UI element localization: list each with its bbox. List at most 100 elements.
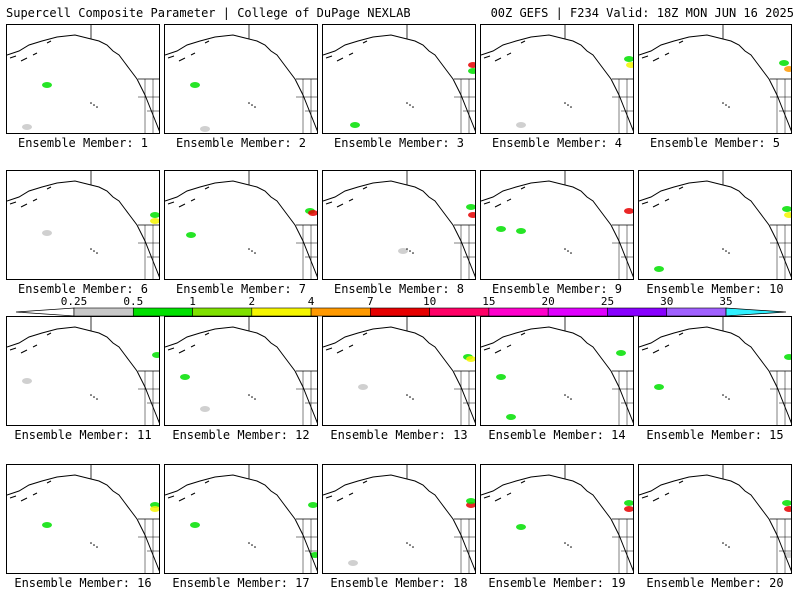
state-lines bbox=[296, 519, 317, 573]
state-lines bbox=[454, 79, 475, 133]
coastline bbox=[7, 326, 159, 424]
hawaii-island-mark bbox=[567, 396, 569, 398]
hawaii-island-mark bbox=[725, 250, 727, 252]
island-chain bbox=[641, 40, 684, 62]
member-map-canvas bbox=[481, 317, 633, 425]
scp-field-area bbox=[398, 248, 408, 254]
member-map-canvas bbox=[7, 465, 159, 573]
hawaii-island-mark bbox=[96, 398, 98, 400]
state-lines bbox=[612, 519, 633, 573]
scp-field-area bbox=[200, 406, 210, 412]
hawaii-island-mark bbox=[409, 104, 411, 106]
island-chain bbox=[167, 480, 210, 502]
scp-field-area bbox=[624, 506, 633, 512]
hawaii-island-mark bbox=[725, 396, 727, 398]
ensemble-member-map bbox=[164, 316, 318, 426]
ensemble-member-label: Ensemble Member: 16 bbox=[14, 576, 152, 590]
state-lines bbox=[138, 519, 159, 573]
hawaii-island-mark bbox=[722, 394, 724, 396]
coastline bbox=[7, 34, 159, 132]
ensemble-member-label: Ensemble Member: 11 bbox=[14, 428, 152, 442]
coastline bbox=[323, 326, 475, 424]
state-lines bbox=[296, 79, 317, 133]
scp-field-area bbox=[506, 414, 516, 420]
member-map-canvas bbox=[323, 465, 475, 573]
hawaii-island-mark bbox=[570, 546, 572, 548]
island-chain bbox=[9, 480, 52, 502]
scp-field-area bbox=[180, 374, 190, 380]
coastline bbox=[165, 34, 317, 132]
ensemble-member-map bbox=[480, 316, 634, 426]
island-chain bbox=[641, 332, 684, 354]
legend-tick-label: 1 bbox=[189, 296, 196, 308]
island-chain bbox=[325, 40, 368, 62]
legend-tick-label: 20 bbox=[542, 296, 555, 308]
legend-tick-label: 30 bbox=[660, 296, 673, 308]
legend-color-segment bbox=[132, 307, 193, 317]
hawaii-island-mark bbox=[570, 252, 572, 254]
island-chain bbox=[167, 332, 210, 354]
state-lines bbox=[138, 79, 159, 133]
coastline bbox=[165, 180, 317, 278]
scp-field-area bbox=[350, 122, 360, 128]
scp-field-area bbox=[784, 66, 791, 72]
ensemble-member-label: Ensemble Member: 9 bbox=[491, 282, 623, 296]
scp-field-area bbox=[42, 82, 52, 88]
hawaii-island-mark bbox=[251, 104, 253, 106]
scp-field-area bbox=[626, 62, 633, 68]
scp-field-area bbox=[150, 212, 159, 218]
legend-color-segment bbox=[547, 307, 608, 317]
scp-field-area bbox=[348, 560, 358, 566]
state-lines bbox=[612, 371, 633, 425]
scp-field-area bbox=[784, 354, 791, 360]
hawaii-island-mark bbox=[254, 398, 256, 400]
coastline bbox=[7, 474, 159, 572]
island-chain bbox=[483, 40, 526, 62]
scp-field-area bbox=[22, 124, 32, 130]
ensemble-member-label: Ensemble Member: 10 bbox=[646, 282, 784, 296]
island-chain bbox=[483, 332, 526, 354]
scp-field-area bbox=[784, 506, 791, 512]
hawaii-island-mark bbox=[251, 396, 253, 398]
member-map-canvas bbox=[7, 317, 159, 425]
hawaii-island-mark bbox=[90, 394, 92, 396]
hawaii-island-mark bbox=[409, 544, 411, 546]
legend-tick-label: 10 bbox=[423, 296, 436, 308]
legend-color-segment bbox=[666, 307, 727, 317]
hawaii-island-mark bbox=[728, 398, 730, 400]
scp-field-area bbox=[190, 522, 200, 528]
scp-field-area bbox=[782, 206, 791, 212]
scp-field-area bbox=[654, 266, 664, 272]
ensemble-member-label: Ensemble Member: 6 bbox=[17, 282, 149, 296]
ensemble-member-label: Ensemble Member: 12 bbox=[172, 428, 310, 442]
member-map-canvas bbox=[481, 25, 633, 133]
member-map-canvas bbox=[323, 317, 475, 425]
member-map-canvas bbox=[481, 465, 633, 573]
island-chain bbox=[325, 480, 368, 502]
ensemble-member-label: Ensemble Member: 20 bbox=[646, 576, 784, 590]
scp-field-area bbox=[516, 524, 526, 530]
ensemble-member-map bbox=[322, 170, 476, 280]
ensemble-member-label: Ensemble Member: 4 bbox=[491, 136, 623, 150]
scp-field-area bbox=[308, 210, 317, 216]
ensemble-member-label: Ensemble Member: 1 bbox=[17, 136, 149, 150]
hawaii-island-mark bbox=[725, 104, 727, 106]
ensemble-member-label: Ensemble Member: 14 bbox=[488, 428, 626, 442]
legend-color-segment bbox=[429, 307, 490, 317]
ensemble-member-label: Ensemble Member: 19 bbox=[488, 576, 626, 590]
ensemble-member-map bbox=[164, 24, 318, 134]
legend-tick-label: 0.25 bbox=[61, 296, 88, 308]
hawaii-island-mark bbox=[90, 542, 92, 544]
state-lines bbox=[296, 225, 317, 279]
ensemble-member-label: Ensemble Member: 5 bbox=[649, 136, 781, 150]
scp-field-area bbox=[22, 378, 32, 384]
member-map-canvas bbox=[481, 171, 633, 279]
ensemble-member-label: Ensemble Member: 8 bbox=[333, 282, 465, 296]
hawaii-island-mark bbox=[96, 546, 98, 548]
legend-color-segment bbox=[310, 307, 371, 317]
color-scale-legend: 0.25 0.5 1 2 4 7 10 15 20 25 30 35 bbox=[15, 296, 787, 317]
hawaii-island-mark bbox=[412, 106, 414, 108]
ensemble-member-map bbox=[480, 24, 634, 134]
ensemble-member-map bbox=[480, 464, 634, 574]
state-lines bbox=[296, 371, 317, 425]
